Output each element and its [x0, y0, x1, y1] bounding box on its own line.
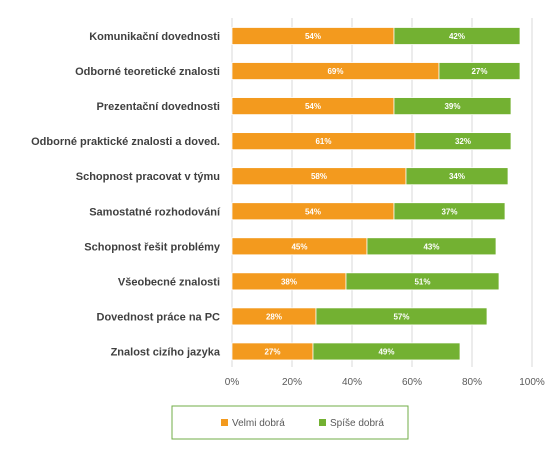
bar-spise-dobra-6 — [366, 237, 497, 256]
bar-value-label-velmi-dobra-4: 58% — [311, 172, 327, 181]
bar-value-label-spise-dobra-8: 57% — [393, 312, 409, 321]
bar-value-label-velmi-dobra-0: 54% — [305, 32, 321, 41]
category-label-samostatne-rozhodovani: Samostatné rozhodování — [89, 206, 221, 218]
bar-value-label-spise-dobra-5: 37% — [441, 207, 457, 216]
bar-value-label-velmi-dobra-6: 45% — [291, 242, 307, 251]
legend-label-velmi-dobra: Velmi dobrá — [232, 418, 285, 429]
bar-spise-dobra-5 — [393, 202, 506, 221]
bar-value-label-spise-dobra-3: 32% — [455, 137, 471, 146]
bar-value-label-spise-dobra-2: 39% — [444, 102, 460, 111]
legend: Velmi dobrá Spíše dobrá — [171, 405, 409, 440]
category-label-schopnost-resit-problemy: Schopnost řešit problémy — [84, 241, 221, 253]
x-tick-label-0: 0% — [225, 377, 240, 388]
bars: 54% 42% 69% 27% 54% 39% 61% 32% 58% 34% 54% 37% 45% 4… — [231, 27, 521, 361]
bar-spise-dobra-1 — [438, 62, 521, 80]
category-labels: Komunikační dovednosti Odborné teoretické… — [31, 31, 221, 358]
bar-value-label-velmi-dobra-2: 54% — [305, 102, 321, 111]
bar-value-label-velmi-dobra-5: 54% — [305, 207, 321, 216]
category-label-prezentacni-dovednosti: Prezentační dovednosti — [97, 101, 220, 113]
category-label-komunikacni-dovednosti: Komunikační dovednosti — [89, 31, 220, 43]
bar-value-label-velmi-dobra-3: 61% — [315, 137, 331, 146]
category-label-odborne-prakticke-znalosti-a-doved: Odborné praktické znalosti a doved. — [31, 136, 220, 148]
x-tick-label-4: 80% — [462, 377, 482, 388]
bar-spise-dobra-7 — [345, 272, 500, 291]
category-label-dovednost-prace-na-pc: Dovednost práce na PC — [97, 311, 221, 323]
bar-value-label-spise-dobra-1: 27% — [471, 67, 487, 76]
legend-label-spise-dobra: Spíše dobrá — [330, 418, 384, 429]
bar-value-label-velmi-dobra-9: 27% — [264, 347, 280, 356]
x-axis-ticks: 0% 20% 40% 60% 80% 100% — [225, 377, 545, 388]
bar-value-label-velmi-dobra-8: 28% — [266, 312, 282, 321]
legend-swatch-spise-dobra — [319, 419, 326, 426]
bar-spise-dobra-0 — [393, 27, 521, 45]
bar-spise-dobra-8 — [315, 307, 488, 326]
bar-value-label-spise-dobra-7: 51% — [414, 277, 430, 286]
bar-spise-dobra-4 — [405, 167, 509, 186]
x-tick-label-3: 60% — [402, 377, 422, 388]
bar-value-label-velmi-dobra-7: 38% — [281, 277, 297, 286]
x-tick-label-5: 100% — [519, 377, 545, 388]
legend-swatch-velmi-dobra — [221, 419, 228, 426]
x-tick-label-2: 40% — [342, 377, 362, 388]
bar-value-label-spise-dobra-9: 49% — [378, 347, 394, 356]
category-label-vseobecne-znalosti: Všeobecné znalosti — [118, 276, 220, 288]
bar-value-label-spise-dobra-4: 34% — [449, 172, 465, 181]
category-label-znalost-ciziho-jazyka: Znalost cizího jazyka — [111, 346, 221, 358]
category-label-odborne-teoreticke-znalosti: Odborné teoretické znalosti — [75, 66, 220, 78]
bar-value-label-spise-dobra-0: 42% — [449, 32, 465, 41]
bar-spise-dobra-3 — [414, 132, 512, 151]
bar-value-label-velmi-dobra-1: 69% — [327, 67, 343, 76]
legend-box — [171, 405, 409, 440]
x-tick-label-1: 20% — [282, 377, 302, 388]
bar-value-label-spise-dobra-6: 43% — [423, 242, 439, 251]
bar-spise-dobra-9 — [312, 342, 461, 361]
category-label-schopnost-pracovat-v-tymu: Schopnost pracovat v týmu — [76, 171, 220, 183]
bar-spise-dobra-2 — [393, 97, 512, 115]
